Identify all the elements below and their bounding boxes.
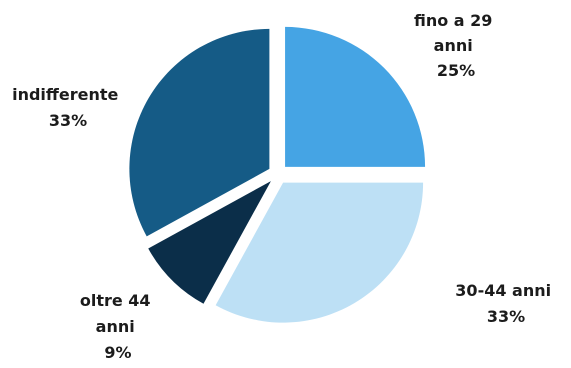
slice-0-name-line-2: anni [434, 36, 473, 55]
pie-slices [129, 26, 426, 323]
slice-2-name-line-1: oltre 44 [80, 291, 151, 310]
slice-label-2: oltre 44 anni 9% [80, 291, 156, 362]
slice-label-1: 30-44 anni 33% [455, 281, 556, 326]
pie-slice-2 [148, 181, 271, 304]
slice-3-name-line-1: indifferente [12, 85, 118, 104]
slice-3-value-label: 33% [49, 111, 87, 130]
slice-0-value-label: 25% [437, 61, 475, 80]
pie-slice-1 [215, 182, 424, 323]
pie-slice-0 [285, 26, 426, 167]
slice-2-value-label: 9% [104, 343, 131, 362]
slice-label-0: fino a 29 anni 25% [414, 11, 498, 80]
pie-slice-3 [129, 28, 270, 237]
slice-0-name-line-1: fino a 29 [414, 11, 492, 30]
slice-label-3: indifferente 33% [12, 85, 124, 130]
slice-1-value-label: 33% [487, 307, 525, 326]
slice-2-name-line-2: anni [96, 317, 135, 336]
slice-1-name-line-1: 30-44 anni [455, 281, 551, 300]
